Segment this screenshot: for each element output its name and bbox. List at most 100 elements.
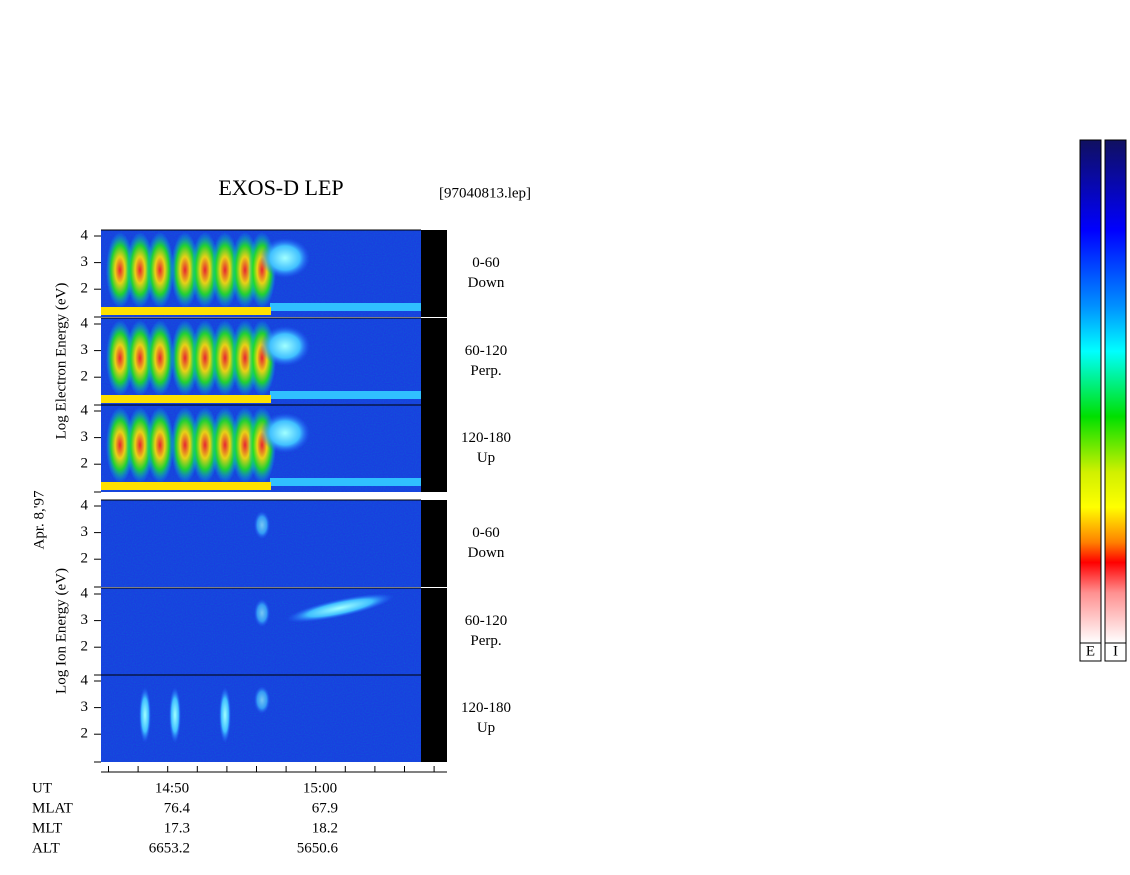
burst [106,232,134,308]
panel: 2 3 4 0-60 Down [81,227,505,318]
row-value: 67.9 [312,800,338,816]
burst [126,320,154,396]
ephemeris: UT 14:50 15:00 MLAT 76.4 67.9 MLT 17.3 18.2 ALT 66… [32,780,339,856]
row-label: MLAT [32,800,73,816]
colorbar-label: E [1086,643,1095,659]
file-name: [97040813.lep] [439,185,531,201]
y-axis-label: Log Electron Energy (eV) [53,283,69,440]
row-value: 17.3 [164,820,190,836]
panel-end [421,588,447,675]
y-tick-label: 4 [81,497,89,513]
row-value: 76.4 [164,800,191,816]
direction: Down [468,545,505,561]
panel-end [421,230,447,317]
tail [260,326,310,366]
burst [146,232,174,308]
streak [286,593,394,623]
row-label: UT [32,780,52,796]
direction: Up [477,720,495,736]
burst [126,407,154,483]
title: EXOS-D LEP [218,175,343,200]
pitch-range: 60-120 [465,343,508,359]
colorbar [1079,139,1102,644]
low-band-left [101,395,271,403]
panel: 2 3 4 120-180 Up [81,402,511,493]
y-tick-label: 3 [81,524,89,540]
pitch-range: 0-60 [472,255,500,271]
panel-end [421,405,447,492]
low-band-left [101,307,271,315]
panel: 2 3 4 0-60 Down [81,497,505,588]
burst [219,687,231,743]
y-tick-label: 2 [81,456,89,472]
burst [171,320,199,396]
low-band-left [101,482,271,490]
y-tick-label: 4 [81,585,89,601]
y-tick-label: 4 [81,315,89,331]
y-tick-label: 3 [81,429,89,445]
burst [171,407,199,483]
colorbar-label-box [1079,642,1102,662]
colorbar [1104,139,1127,644]
y-tick-label: 3 [81,612,89,628]
y-tick-label: 4 [81,227,89,243]
panel-end [421,675,447,762]
pitch-range: 60-120 [465,613,508,629]
colorbar-label-box [1104,642,1127,662]
time-axis [101,766,447,773]
burst [211,407,239,483]
panel-end [421,318,447,405]
burst [191,320,219,396]
direction: Perp. [470,633,501,649]
y-tick-label: 3 [81,254,89,270]
y-tick-label: 3 [81,699,89,715]
y-tick-label: 4 [81,402,89,418]
row-value: 15:00 [303,780,337,796]
burst [169,687,181,743]
y-tick-label: 2 [81,639,89,655]
row-label: ALT [32,840,60,856]
burst [211,232,239,308]
direction: Down [468,275,505,291]
pitch-range: 120-180 [461,700,511,716]
colorbar-label: I [1113,643,1118,659]
direction: Up [477,450,495,466]
spot [254,686,270,714]
burst [191,407,219,483]
burst [106,407,134,483]
tail [260,413,310,453]
burst [126,232,154,308]
row-value: 14:50 [155,780,189,796]
panel: 2 3 4 120-180 Up [81,672,511,763]
y-tick-label: 3 [81,342,89,358]
low-band [270,478,421,486]
spot [254,599,270,627]
panel: 2 3 4 60-120 Perp. [81,585,508,676]
row-label: MLT [32,820,62,836]
low-band [270,391,421,399]
date: Apr. 8,'97 [31,490,47,549]
burst [139,687,151,743]
pitch-range: 120-180 [461,430,511,446]
pitch-range: 0-60 [472,525,500,541]
tail [260,238,310,278]
y-tick-label: 2 [81,726,89,742]
y-tick-label: 2 [81,369,89,385]
burst [211,320,239,396]
burst [106,320,134,396]
y-tick-label: 2 [81,281,89,297]
direction: Perp. [470,363,501,379]
panel-end [421,500,447,587]
row-value: 6653.2 [149,840,190,856]
burst [191,232,219,308]
burst [171,232,199,308]
burst [146,320,174,396]
row-value: 18.2 [312,820,338,836]
y-tick-label: 2 [81,551,89,567]
y-axis-label: Log Ion Energy (eV) [53,568,69,694]
row-value: 5650.6 [297,840,339,856]
y-tick-label: 4 [81,672,89,688]
